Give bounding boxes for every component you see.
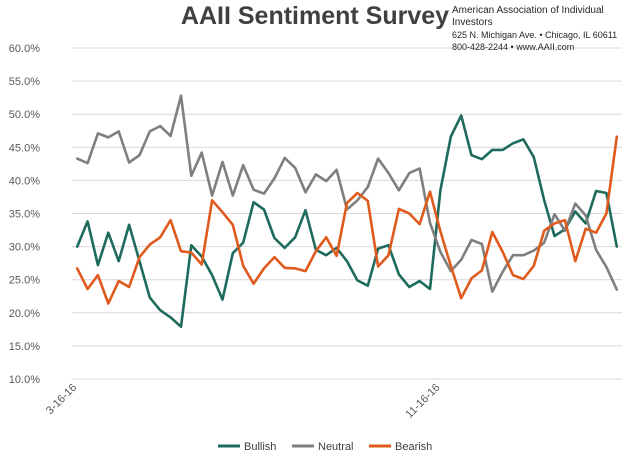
legend-label-neutral: Neutral <box>318 441 353 453</box>
organization-name: American Association of Individual Inves… <box>452 5 604 28</box>
y-tick-label: 40.0% <box>9 175 40 187</box>
gridlines <box>72 47 622 380</box>
y-tick-label: 10.0% <box>9 374 40 386</box>
series-line-bullish <box>75 114 619 329</box>
y-tick-label: 55.0% <box>9 76 40 88</box>
organization-info: American Association of Individual Inves… <box>452 5 640 53</box>
y-tick-label: 30.0% <box>9 242 40 254</box>
legend: Bullish Neutral Bearish <box>218 441 432 453</box>
organization-contact: 800-428-2244 • www.AAII.com <box>452 42 575 52</box>
x-tick-label: 3-16-16 <box>44 382 79 417</box>
legend-label-bullish: Bullish <box>244 441 276 453</box>
organization-address: 625 N. Michigan Ave. • Chicago, IL 60611 <box>452 30 618 40</box>
legend-label-bearish: Bearish <box>395 441 432 453</box>
y-axis-tick-labels: 10.0% 15.0% 20.0% 25.0% 30.0% 35.0% 40.0% 45.0%… <box>9 43 40 386</box>
y-tick-label: 25.0% <box>9 275 40 287</box>
x-tick-label: 11-16-16 <box>403 382 442 421</box>
y-tick-label: 50.0% <box>9 109 40 121</box>
y-tick-label: 15.0% <box>9 341 40 353</box>
y-tick-label: 20.0% <box>9 308 40 320</box>
y-tick-label: 35.0% <box>9 209 40 221</box>
x-axis-tick-labels: 3-16-16 11-16-16 <box>44 382 443 421</box>
y-tick-label: 45.0% <box>9 142 40 154</box>
chart-title: AAII Sentiment Survey <box>180 2 450 30</box>
series-line-bearish <box>75 135 619 305</box>
series-lines <box>75 94 619 329</box>
y-tick-label: 60.0% <box>9 43 40 55</box>
